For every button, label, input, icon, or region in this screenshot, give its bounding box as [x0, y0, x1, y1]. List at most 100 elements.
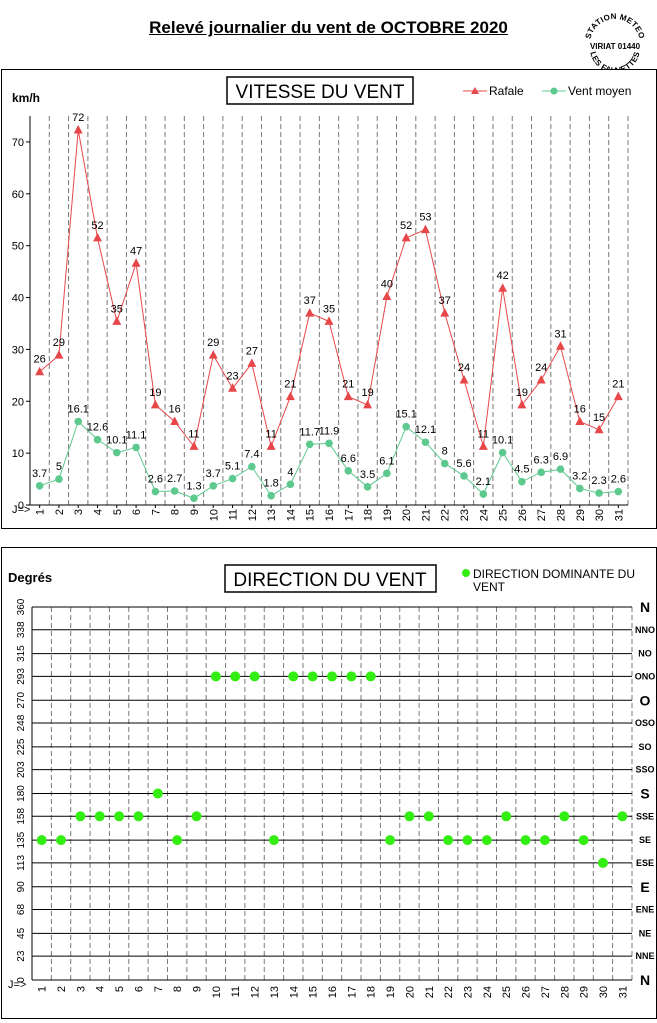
vent-moyen-data-label: 2.1 — [476, 476, 491, 488]
rafale-point — [613, 391, 623, 401]
vent-moyen-point — [209, 482, 218, 490]
vent-moyen-data-label: 11.9 — [319, 425, 340, 437]
vent-moyen-point — [325, 439, 333, 448]
rafale-data-label: 21 — [612, 379, 624, 391]
direction-y-tick-label: 135 — [16, 831, 27, 848]
direction-x-tick-label: 27 — [540, 986, 552, 998]
rafale-data-label: 31 — [554, 328, 566, 340]
direction-point — [133, 811, 144, 822]
speed-x-tick-label: 17 — [343, 509, 355, 521]
speed-grid — [48, 116, 629, 505]
rafale-point — [93, 232, 103, 242]
direction-chart-title: DIRECTION DU VENT — [233, 570, 427, 591]
direction-x-tick-label: 4 — [95, 986, 107, 992]
direction-x-tick-label: 11 — [230, 986, 242, 997]
direction-x-tick-label: 21 — [424, 986, 436, 998]
direction-x-tick-label: 12 — [250, 986, 262, 998]
vent-moyen-data-label: 6.6 — [341, 453, 356, 465]
speed-legend: Rafale Vent moyen — [463, 84, 631, 98]
direction-compass-label: SO — [638, 742, 651, 752]
vent-moyen-data-label: 15.1 — [395, 409, 416, 421]
legend-vent-moyen-marker — [550, 87, 558, 95]
direction-y-tick-label: 225 — [16, 738, 27, 755]
vent-moyen-point — [614, 487, 623, 496]
rafale-data-label: 37 — [439, 295, 451, 307]
direction-x-tick-label: 18 — [366, 986, 378, 998]
direction-compass-label: SSO — [635, 765, 654, 775]
rafale-point — [305, 308, 315, 317]
rafale-point — [266, 441, 276, 450]
speed-x-tick-label: 8 — [170, 509, 182, 515]
speed-x-tick-label: 5 — [112, 509, 124, 515]
direction-x-tick-label: 25 — [501, 986, 513, 998]
vent-moyen-data-label: 6.1 — [379, 455, 394, 467]
speed-x-tick-label: 29 — [575, 509, 587, 521]
rafale-point — [459, 375, 469, 384]
vent-moyen-data-label: 3.7 — [206, 468, 221, 480]
rafale-point — [575, 416, 585, 425]
vent-moyen-point — [35, 482, 44, 490]
speed-x-tick-label: 18 — [363, 509, 375, 521]
direction-point — [481, 835, 492, 846]
direction-y-tick-label: 45 — [16, 927, 27, 939]
rafale-data-label: 29 — [53, 337, 65, 349]
rafale-data-label: 16 — [169, 403, 181, 415]
page-title-month: OCTOBRE 2020 — [380, 18, 508, 37]
vent-moyen-point — [74, 417, 83, 426]
rafale-data-label: 24 — [458, 362, 470, 374]
vent-moyen-data-label: 5.6 — [456, 458, 471, 470]
rafale-point — [170, 416, 180, 425]
rafale-point — [440, 308, 450, 317]
vent-moyen-point — [151, 487, 160, 496]
direction-x-tick-label: 7 — [153, 986, 165, 992]
direction-point — [114, 811, 125, 822]
speed-y-tick-label: 30 — [12, 344, 24, 356]
speed-x-tick-label: 10 — [208, 509, 220, 521]
vent-moyen-data-label: 4 — [287, 466, 293, 478]
vent-moyen-point — [575, 484, 584, 493]
direction-y-tick-label: 338 — [16, 621, 27, 638]
direction-point — [230, 671, 241, 682]
direction-point — [191, 811, 202, 822]
direction-point — [56, 835, 67, 846]
page-title: Relevé journalier du vent de OCTOBRE 202… — [0, 18, 657, 38]
speed-x-tick-label: 23 — [459, 509, 471, 521]
speed-x-tick-label: 9 — [189, 509, 201, 515]
speed-x-tick-label: 3 — [73, 509, 85, 515]
wind-direction-panel: 0 N 23 NNE 45 NE 68 ENE 90 E 113 ESE 135 SE 158 SSE 180 S… — [1, 547, 657, 1019]
vent-moyen-data-label: 2.6 — [148, 474, 163, 486]
direction-x-tick-label: 9 — [192, 986, 204, 992]
direction-x-tick-label: 14 — [288, 986, 300, 998]
legend-vent-moyen-label: Vent moyen — [568, 84, 631, 98]
rafale-data-label: 11 — [478, 428, 489, 440]
vent-moyen-point — [267, 491, 275, 500]
speed-x-tick-label: 20 — [401, 509, 413, 521]
rafale-point — [498, 283, 508, 292]
rafale-data-label: 24 — [535, 362, 547, 374]
direction-point — [385, 835, 396, 846]
rafale-data-label: 19 — [149, 387, 161, 399]
direction-y-tick-label: 360 — [16, 598, 27, 615]
speed-y-tick-label: 0 — [18, 500, 24, 512]
speed-data-labels: 2629725235471916112923271121373521194052… — [32, 112, 626, 492]
speed-title-box — [226, 76, 414, 105]
rafale-point — [208, 350, 218, 359]
stamp-top-text: STATION METEO — [584, 12, 647, 40]
direction-x-axis-label: J=> — [8, 979, 26, 991]
direction-point — [539, 835, 550, 846]
vent-moyen-point — [190, 494, 198, 503]
direction-y-tick-label: 180 — [16, 785, 27, 802]
direction-legend: DIRECTION DOMINANTE DU VENT — [462, 567, 635, 594]
direction-x-tick-label: 19 — [385, 986, 397, 998]
direction-point — [94, 811, 105, 822]
direction-x-tick-label: 8 — [172, 986, 184, 992]
vent-moyen-point — [286, 480, 295, 489]
speed-x-tick-label: 19 — [382, 509, 394, 521]
direction-x-tick-label: 3 — [75, 986, 87, 992]
direction-x-tick-label: 10 — [211, 986, 223, 998]
rafale-point — [363, 399, 373, 409]
